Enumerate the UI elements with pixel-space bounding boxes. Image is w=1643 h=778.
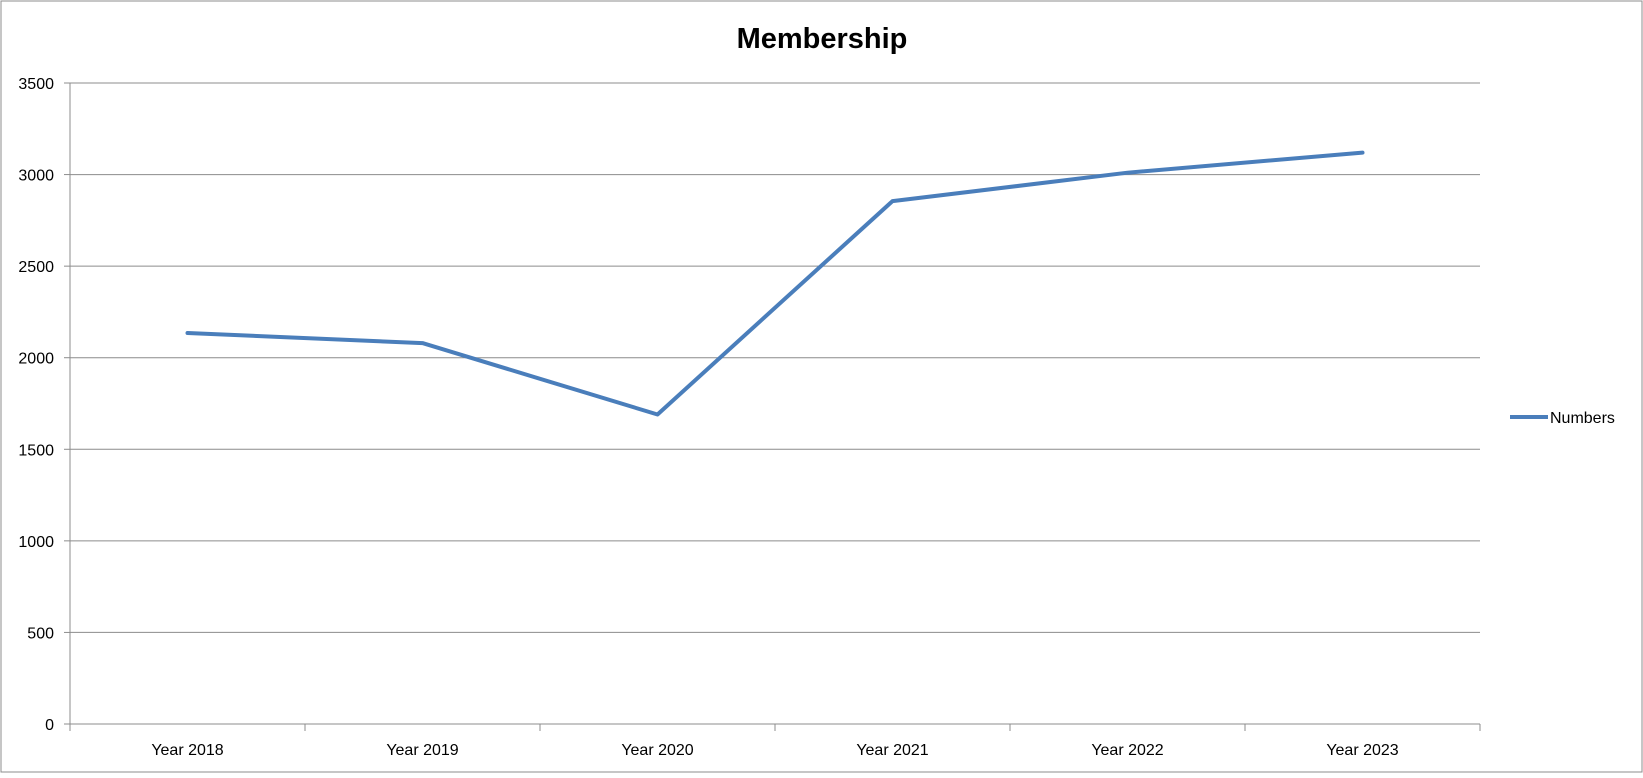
y-tick-label: 1000 <box>18 534 54 551</box>
x-tick-label: Year 2019 <box>386 742 458 759</box>
chart-title: Membership <box>737 23 908 55</box>
x-tick-label: Year 2020 <box>621 742 693 759</box>
x-tick-label: Year 2021 <box>856 742 928 759</box>
legend-label-numbers: Numbers <box>1550 410 1615 427</box>
y-tick-label: 3500 <box>18 76 54 93</box>
y-tick-label: 0 <box>45 717 54 734</box>
y-tick-label: 500 <box>27 625 54 642</box>
x-tick-label: Year 2023 <box>1326 742 1398 759</box>
x-tick-label: Year 2022 <box>1091 742 1163 759</box>
y-tick-label: 3000 <box>18 168 54 185</box>
x-tick-label: Year 2018 <box>151 742 223 759</box>
y-tick-label: 1500 <box>18 442 54 459</box>
y-tick-label: 2000 <box>18 351 54 368</box>
y-tick-label: 2500 <box>18 259 54 276</box>
